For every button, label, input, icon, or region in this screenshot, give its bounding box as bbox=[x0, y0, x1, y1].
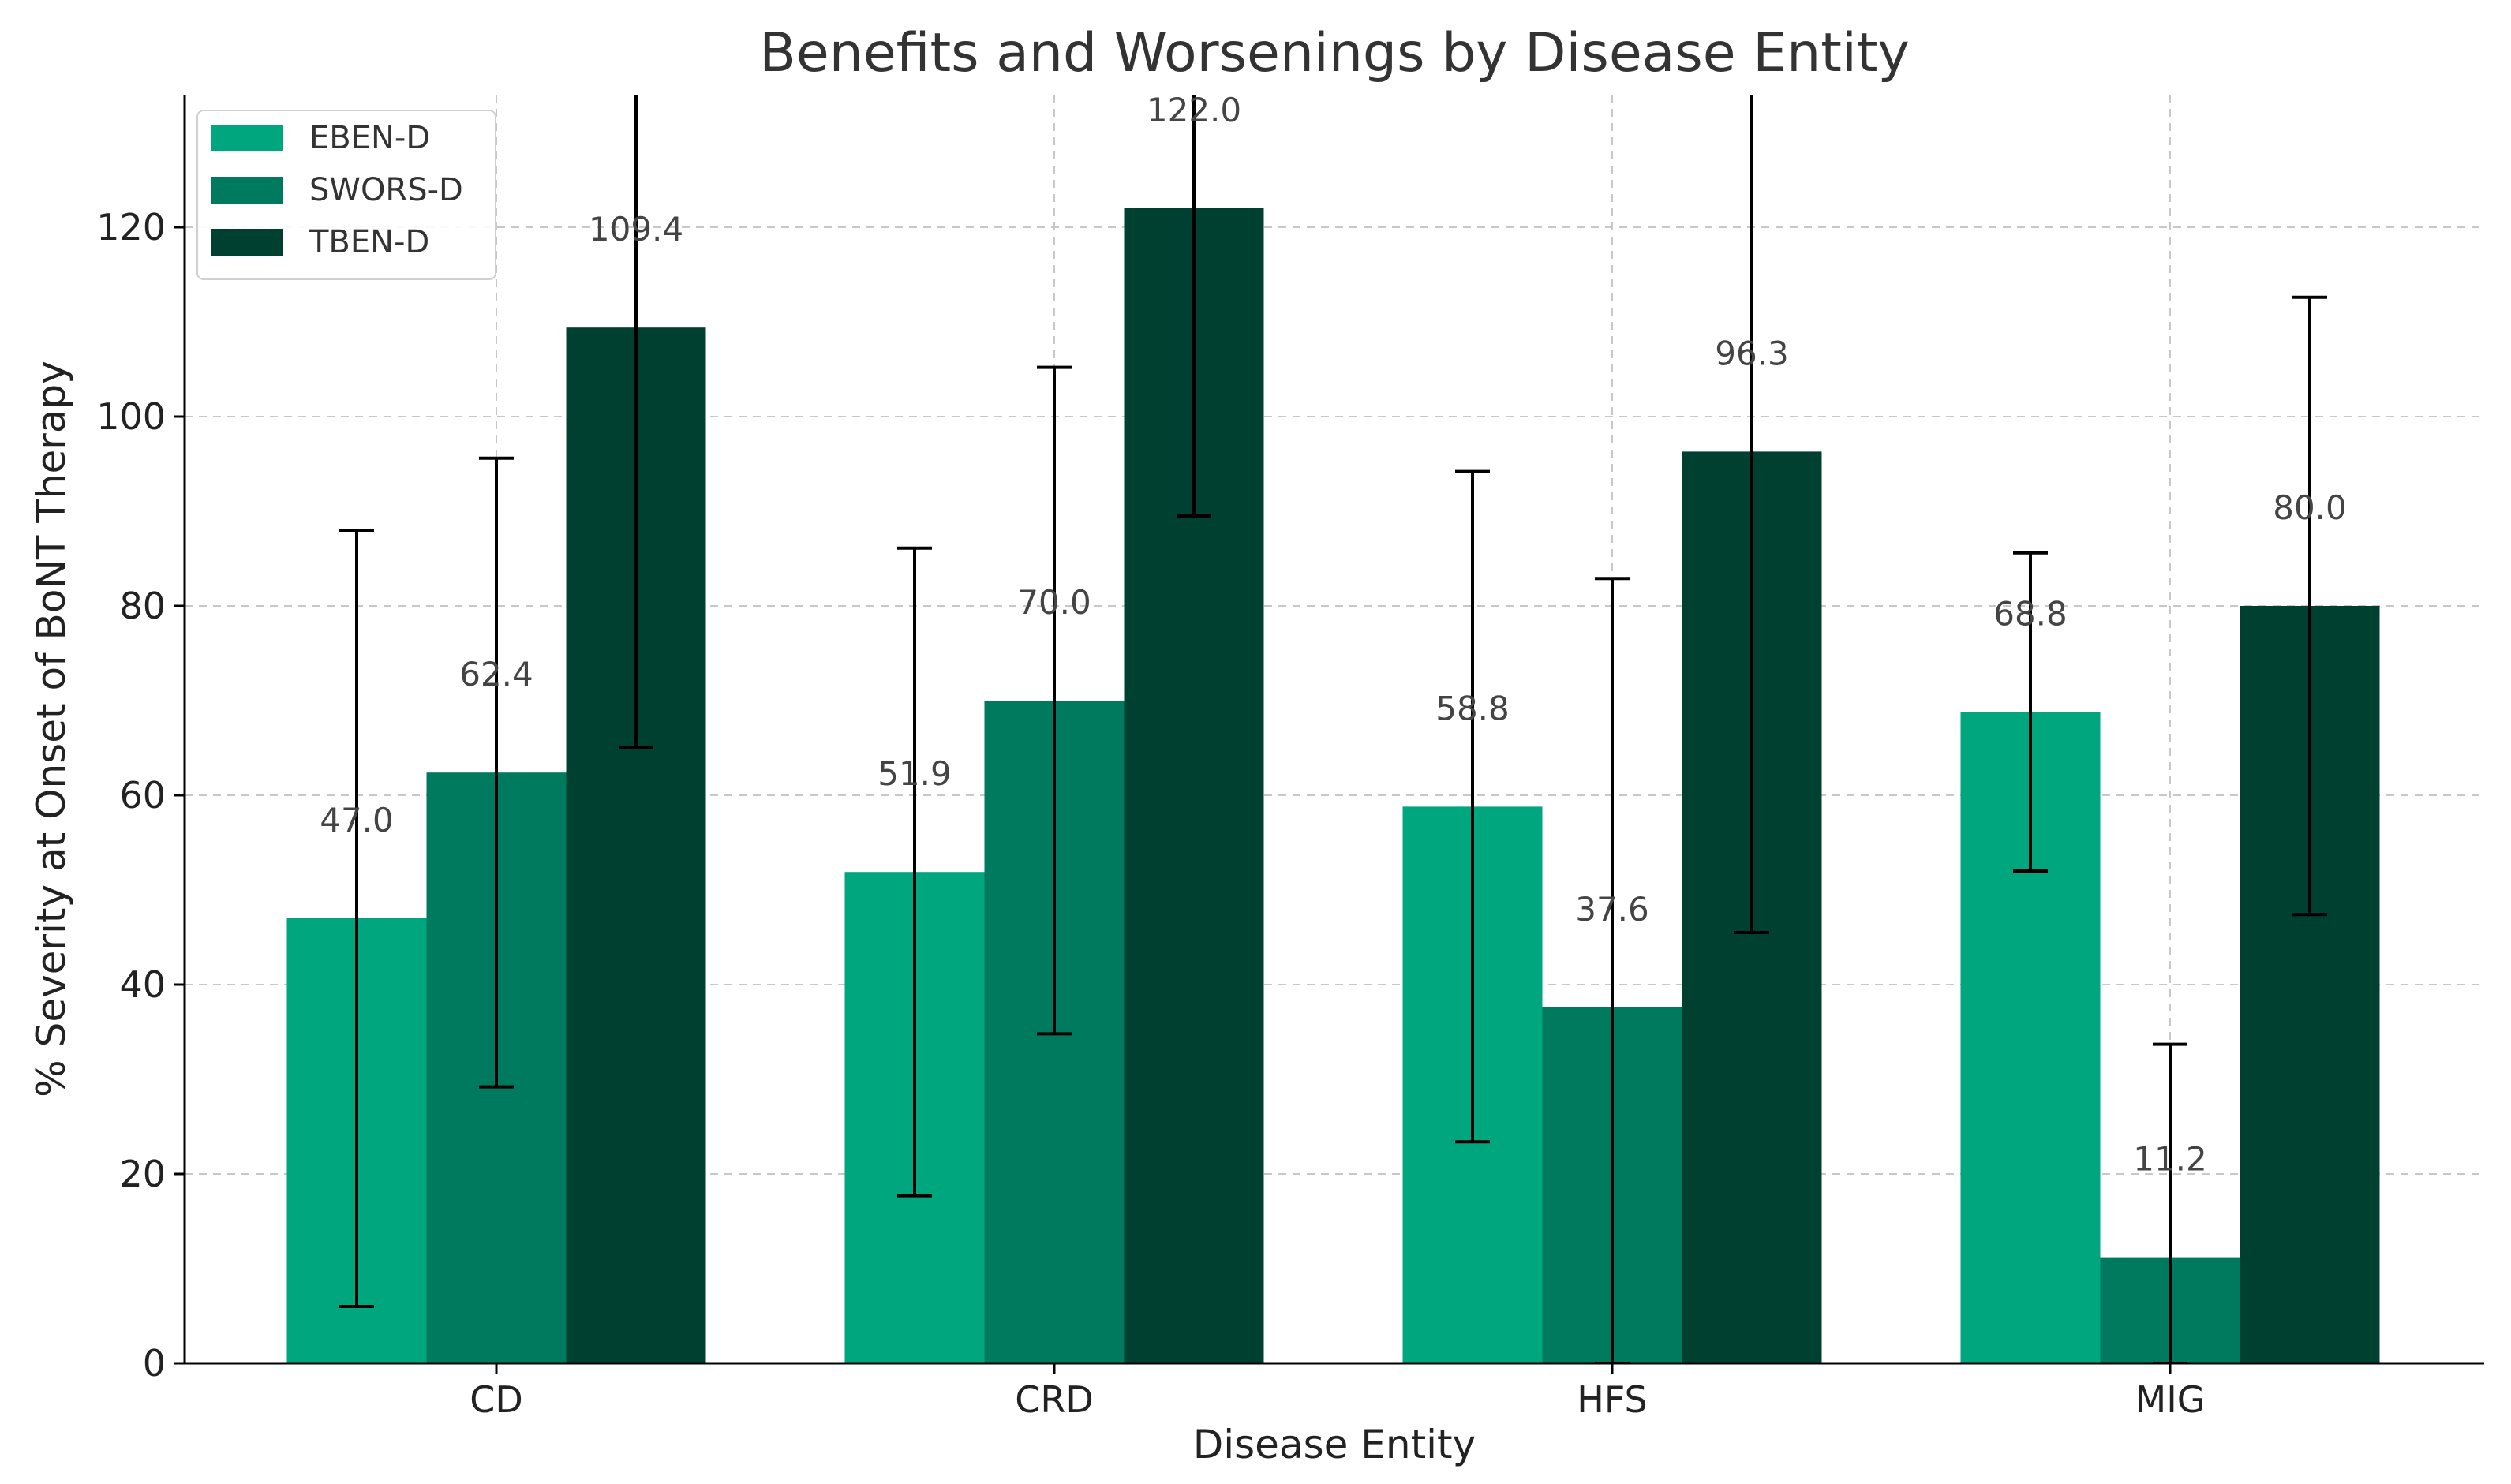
data-label: 11.2 bbox=[2133, 1140, 2207, 1179]
data-label: 58.8 bbox=[1435, 689, 1510, 727]
x-axis-label: Disease Entity bbox=[1193, 1422, 1476, 1467]
y-tick-label: 100 bbox=[96, 395, 166, 438]
legend-label: EBEN-D bbox=[309, 120, 430, 156]
x-tick-label: CRD bbox=[1015, 1378, 1094, 1421]
x-tick-label: CD bbox=[470, 1378, 523, 1421]
legend-label: TBEN-D bbox=[309, 224, 429, 260]
data-label: 51.9 bbox=[878, 754, 952, 793]
y-tick-label: 40 bbox=[119, 963, 166, 1006]
data-label: 37.6 bbox=[1575, 890, 1649, 929]
y-tick-label: 120 bbox=[96, 206, 166, 249]
axes bbox=[174, 95, 2484, 1374]
y-tick-label: 60 bbox=[119, 774, 166, 817]
data-label: 70.0 bbox=[1017, 583, 1091, 622]
data-label: 62.4 bbox=[459, 655, 533, 693]
y-tick-label: 0 bbox=[143, 1342, 166, 1385]
legend-label: SWORS-D bbox=[309, 172, 463, 208]
tick-labels: 0 20 40 60 80 100 120 CD CRD HFS MIG bbox=[96, 206, 2205, 1421]
data-label: 68.8 bbox=[1993, 594, 2068, 633]
legend-swatch bbox=[211, 177, 283, 204]
data-label: 47.0 bbox=[320, 801, 394, 839]
error-bars bbox=[339, 95, 2327, 1363]
data-label: 96.3 bbox=[1715, 334, 1789, 372]
data-label: 109.4 bbox=[589, 210, 683, 249]
legend-swatch bbox=[211, 125, 283, 151]
legend: EBEN-D SWORS-D TBEN-D bbox=[196, 110, 496, 280]
data-label: 80.0 bbox=[2273, 488, 2347, 527]
chart-title: Benefits and Worsenings by Disease Entit… bbox=[759, 22, 1909, 84]
bars bbox=[286, 208, 2380, 1363]
value-labels: 47.0 51.9 58.8 68.8 62.4 70.0 37.6 11.2 109.4 122… bbox=[320, 91, 2347, 1179]
x-tick-label: MIG bbox=[2135, 1378, 2206, 1421]
x-tick-label: HFS bbox=[1577, 1378, 1647, 1421]
y-tick-label: 20 bbox=[119, 1153, 166, 1195]
y-axis-label: % Severity at Onset of BoNT Therapy bbox=[28, 361, 74, 1097]
data-label: 122.0 bbox=[1147, 91, 1241, 129]
y-tick-label: 80 bbox=[119, 585, 166, 627]
legend-swatch bbox=[211, 229, 283, 256]
